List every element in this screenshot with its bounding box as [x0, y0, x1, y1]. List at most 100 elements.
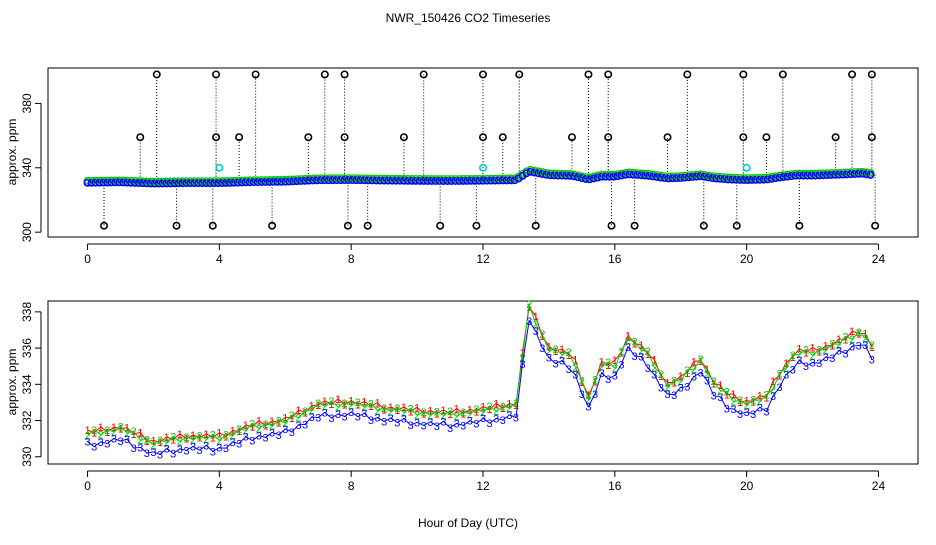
bottom-y-axis: 330 332 334 336 338 [20, 302, 42, 467]
series-3-marker: 3 [757, 402, 763, 414]
series-2-marker: 2 [315, 398, 321, 410]
series-1-marker: 1 [691, 356, 697, 368]
outlier-point [531, 221, 540, 230]
series-2-marker: 2 [645, 346, 651, 358]
outlier-point [472, 221, 481, 230]
series-3-marker: 3 [592, 389, 598, 401]
outlier-point [100, 221, 109, 230]
series-2-marker: 2 [144, 434, 150, 446]
x-axis-label: Hour of Day (UTC) [418, 516, 518, 530]
top-point-series3 [395, 176, 404, 185]
top-y-axis-label: approx. ppm [5, 119, 19, 186]
top-point-series3 [439, 176, 448, 185]
series-3-marker: 3 [421, 420, 427, 432]
series-3-marker: 3 [170, 448, 176, 460]
series-1-marker: 1 [585, 390, 591, 402]
top-point-series3 [700, 172, 709, 181]
series-2-marker: 2 [183, 432, 189, 444]
series-2-marker: 2 [434, 406, 440, 418]
top-point-series3 [336, 176, 345, 185]
series-2-marker: 2 [605, 357, 611, 369]
top-point-series3 [546, 171, 555, 180]
series-3-marker: 3 [645, 363, 651, 375]
outlier-point [604, 70, 613, 79]
series-1-marker: 1 [572, 354, 578, 366]
top-point-series3 [846, 170, 855, 179]
series-1-marker: 1 [856, 329, 862, 341]
series-1-marker: 1 [730, 389, 736, 401]
series-3-marker: 3 [566, 364, 572, 376]
outlier-point [778, 70, 787, 79]
series-1-marker: 1 [190, 430, 196, 442]
flagged-point [478, 163, 487, 172]
bottom-y-tick-label: 338 [20, 302, 34, 322]
series-1-marker: 1 [249, 422, 255, 434]
top-y-tick-label: 340 [20, 157, 34, 177]
top-point-series3 [716, 174, 725, 183]
top-x-tick-label: 16 [608, 252, 622, 266]
series-3-marker: 3 [704, 375, 710, 387]
series-3-marker: 3 [164, 444, 170, 456]
top-point-series3 [811, 171, 820, 180]
series-3-marker: 3 [664, 389, 670, 401]
series-3-marker: 3 [803, 361, 809, 373]
series-2-marker: 2 [823, 345, 829, 357]
series-1-marker: 1 [645, 349, 651, 361]
top-point-series3 [743, 175, 752, 184]
series-1-marker: 1 [790, 352, 796, 364]
series-3-marker: 3 [790, 364, 796, 376]
series-3-marker: 3 [711, 391, 717, 403]
series-1-marker: 1 [289, 413, 295, 425]
series-1-marker: 1 [137, 427, 143, 439]
series-2-marker: 2 [401, 407, 407, 419]
top-point-series3 [320, 176, 329, 185]
top-x-tick-label: 8 [348, 252, 355, 266]
top-point-series3 [645, 171, 654, 180]
series-1-marker: 1 [473, 406, 479, 418]
series-3-marker: 3 [414, 417, 420, 429]
outlier-point [867, 70, 876, 79]
series-2-marker: 2 [229, 430, 235, 442]
series-2-marker: 2 [579, 375, 585, 387]
series-1-marker: 1 [658, 371, 664, 383]
series-2-marker: 2 [724, 387, 730, 399]
top-point-series3 [364, 176, 373, 185]
series-1-marker: 1 [295, 405, 301, 417]
series-1-marker: 1 [282, 412, 288, 424]
outlier-point [762, 133, 771, 142]
top-point-series3 [138, 179, 147, 188]
top-point-series3 [526, 167, 535, 176]
series-3-marker: 3 [322, 407, 328, 419]
top-point-series3 [712, 174, 721, 183]
series-1-marker: 1 [618, 348, 624, 360]
outlier-point [363, 221, 372, 230]
top-plot-frame [47, 67, 919, 238]
series-3-line [87, 319, 873, 455]
top-point-series3 [376, 176, 385, 185]
series-1-marker: 1 [763, 393, 769, 405]
series-2-marker: 2 [704, 368, 710, 380]
series-2-marker: 2 [84, 431, 90, 443]
top-point-series3 [550, 171, 559, 180]
outlier-point [436, 221, 445, 230]
top-point-series3 [728, 175, 737, 184]
series-1-marker: 1 [770, 376, 776, 388]
top-point-series3 [502, 176, 511, 185]
series-2-marker: 2 [559, 350, 565, 362]
series-3-marker: 3 [783, 369, 789, 381]
top-point-series3 [154, 179, 163, 188]
top-y-tick-label: 300 [20, 222, 34, 242]
series-3-marker: 3 [684, 382, 690, 394]
top-point-series3 [99, 178, 108, 187]
series-2-marker: 2 [856, 327, 862, 339]
top-point-series3 [649, 172, 658, 181]
series-1-marker: 1 [842, 335, 848, 347]
series-1-marker: 1 [750, 397, 756, 409]
top-point-series3 [755, 175, 764, 184]
series-2-marker: 2 [157, 435, 163, 447]
series-1-marker: 1 [651, 355, 657, 367]
top-point-series3 [463, 176, 472, 185]
series-2-marker: 2 [177, 437, 183, 449]
series-2-marker: 2 [295, 413, 301, 425]
top-point-series3 [830, 170, 839, 179]
